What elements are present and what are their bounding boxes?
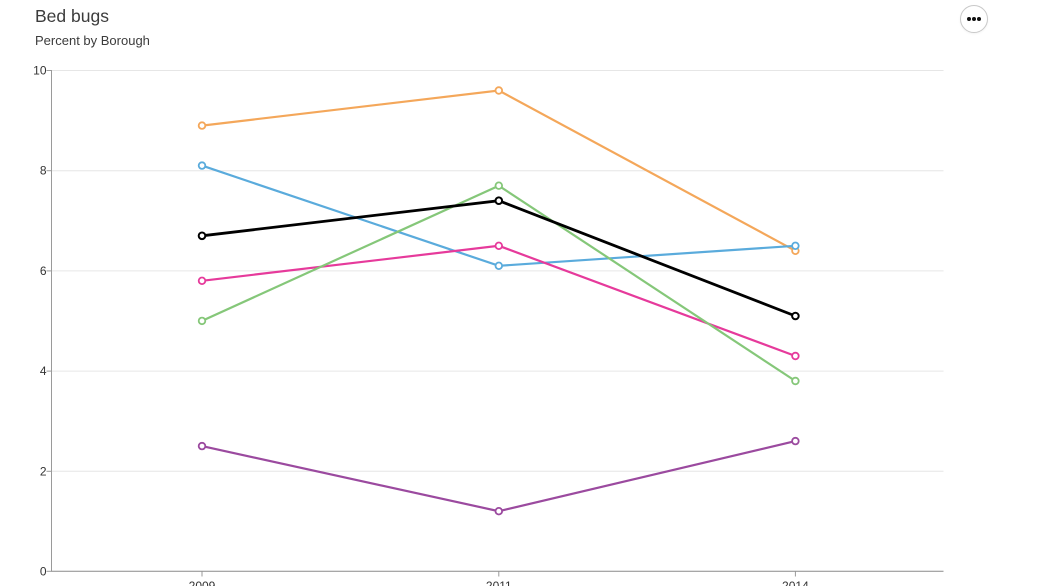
svg-text:2: 2 [40, 464, 47, 478]
svg-text:0: 0 [40, 564, 47, 578]
svg-text:2009: 2009 [189, 579, 216, 586]
svg-text:8: 8 [40, 164, 47, 178]
svg-text:2011: 2011 [486, 579, 512, 586]
svg-text:2014: 2014 [782, 579, 809, 586]
svg-text:6: 6 [40, 264, 47, 278]
svg-text:10: 10 [33, 64, 47, 78]
svg-text:4: 4 [40, 364, 47, 378]
